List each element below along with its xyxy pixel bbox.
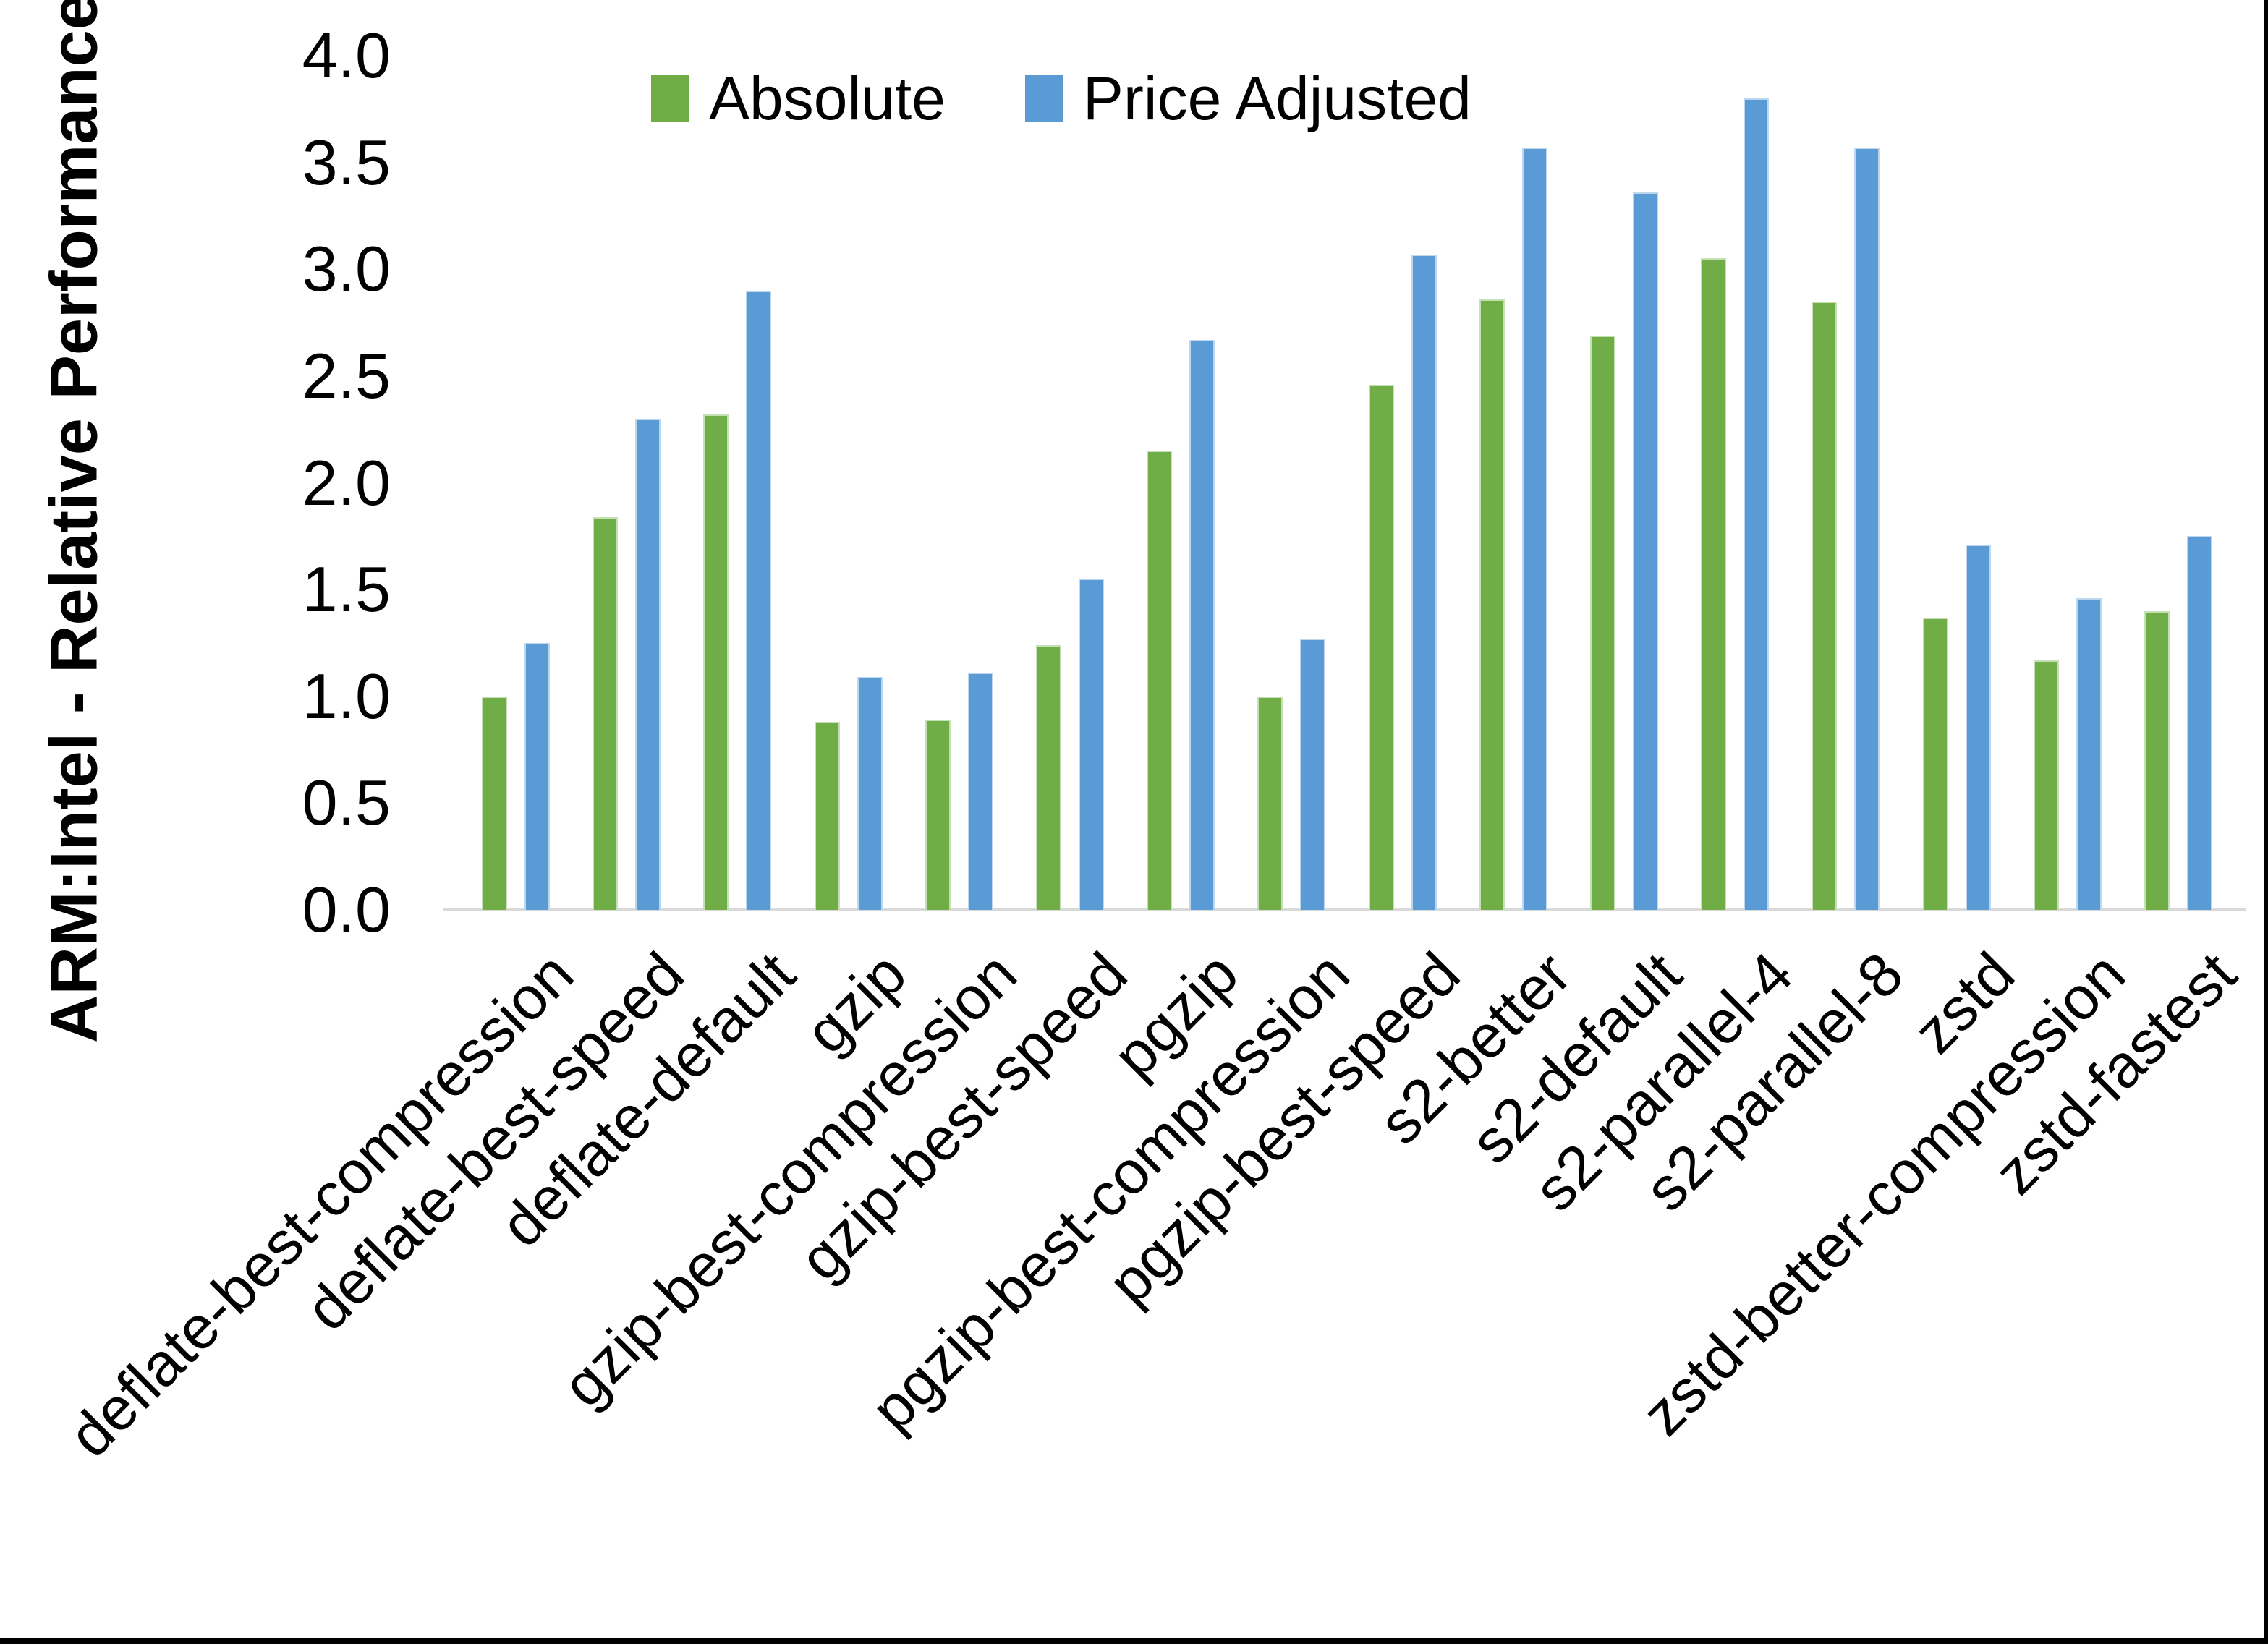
bar-price-adjusted [1854, 147, 1880, 910]
bar-price-adjusted [635, 418, 661, 910]
bar-price-adjusted [1189, 339, 1215, 910]
y-tick-label: 2.0 [302, 446, 391, 519]
legend-swatch-price-adjusted-icon [1024, 75, 1063, 122]
bar-price-adjusted [1079, 579, 1104, 910]
x-axis-line [443, 908, 2246, 911]
legend-item-absolute: Absolute [651, 64, 946, 133]
bar-absolute [1701, 258, 1727, 910]
bar-absolute [703, 414, 729, 910]
bar-absolute [1590, 335, 1615, 910]
right-border [2264, 0, 2268, 1644]
bar-price-adjusted [1300, 639, 1326, 910]
y-tick-label: 1.5 [302, 553, 391, 626]
bar-absolute [2033, 660, 2059, 910]
bar-price-adjusted [1521, 147, 1547, 910]
bar-absolute [1922, 617, 1948, 910]
legend: Absolute Price Adjusted [651, 64, 1471, 133]
legend-swatch-absolute-icon [651, 75, 689, 122]
y-tick-label: 3.0 [302, 233, 391, 305]
bar-price-adjusted [2187, 536, 2212, 910]
y-tick-label: 1.0 [302, 660, 391, 732]
bottom-border [0, 1638, 2268, 1644]
y-tick-label: 3.5 [302, 126, 391, 198]
bar-price-adjusted [524, 642, 550, 910]
y-axis-title: ARM:Intel - Relative Performance [37, 0, 111, 1043]
bar-absolute [1812, 301, 1838, 910]
bar-price-adjusted [2076, 597, 2102, 910]
legend-label-absolute: Absolute [709, 64, 946, 132]
y-tick-label: 4.0 [302, 20, 391, 91]
bar-price-adjusted [857, 677, 883, 910]
bar-absolute [2144, 610, 2170, 910]
bar-price-adjusted [967, 673, 993, 910]
bar-absolute [1036, 644, 1061, 910]
bar-absolute [1368, 384, 1394, 910]
bar-price-adjusted [1633, 192, 1658, 910]
legend-item-price-adjusted: Price Adjusted [1024, 64, 1471, 133]
bar-absolute [925, 720, 951, 910]
bar-price-adjusted [1411, 254, 1437, 910]
y-tick-label: 0.5 [302, 767, 391, 839]
bar-absolute [593, 516, 619, 910]
bar-absolute [1257, 696, 1283, 910]
bar-absolute [482, 696, 507, 910]
bar-absolute [1479, 299, 1505, 910]
bar-absolute [814, 722, 840, 910]
y-tick-label: 2.5 [302, 339, 391, 412]
legend-label-price-adjusted: Price Adjusted [1082, 64, 1471, 132]
bar-price-adjusted [1965, 545, 1991, 910]
bar-price-adjusted [1744, 98, 1770, 910]
bar-absolute [1147, 451, 1173, 910]
y-tick-label: 0.0 [302, 874, 391, 945]
bar-price-adjusted [746, 290, 772, 910]
